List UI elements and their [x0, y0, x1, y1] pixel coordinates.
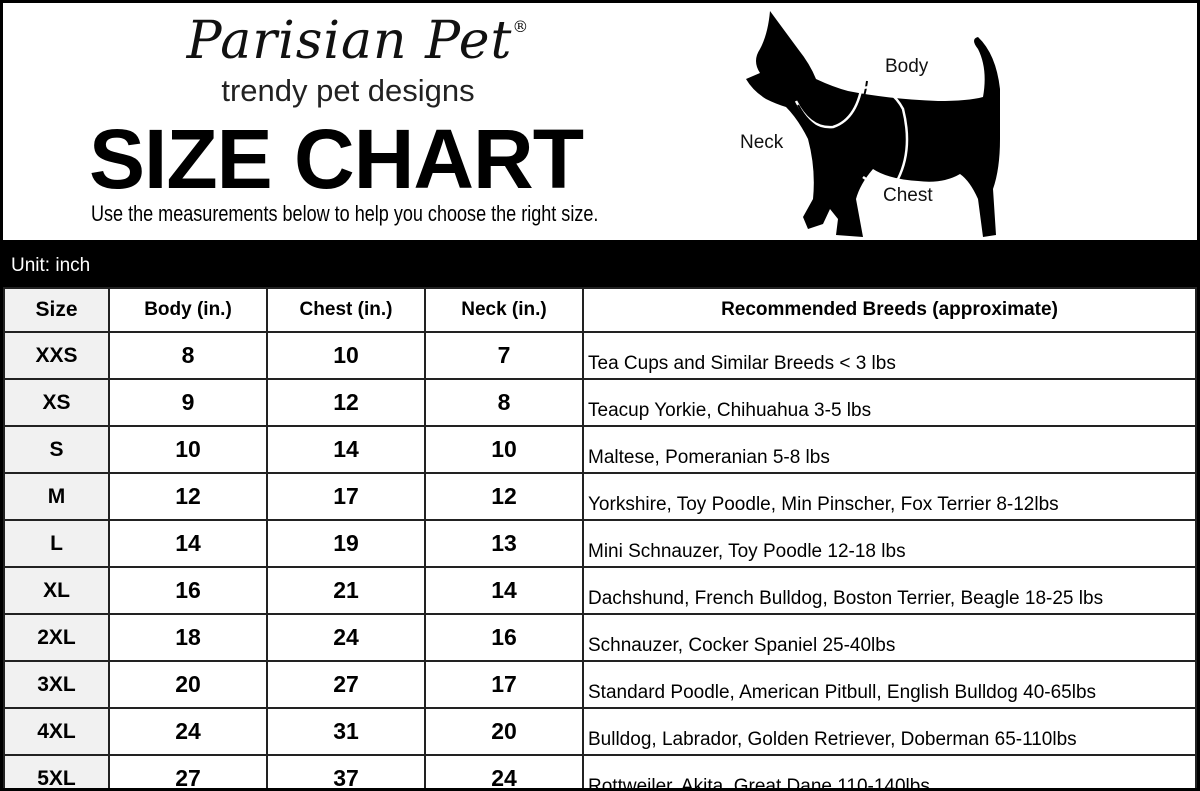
neck-cell: 10 — [424, 425, 584, 474]
chest-cell: 10 — [266, 331, 426, 380]
table-header-row: Size Body (in.) Chest (in.) Neck (in.) R… — [3, 287, 1197, 333]
neck-cell: 24 — [424, 754, 584, 788]
size-cell: XXS — [3, 331, 110, 380]
unit-band — [3, 240, 1197, 287]
table-row: L 14 19 13 Mini Schnauzer, Toy Poodle 12-18 … — [3, 519, 1197, 568]
chest-cell: 31 — [266, 707, 426, 756]
size-cell: 4XL — [3, 707, 110, 756]
size-cell: S — [3, 425, 110, 474]
breed-cell: Standard Poodle, American Pitbull, Engli… — [582, 660, 1197, 709]
table-row: 5XL 27 37 24 Rottweiler, Akita, Great Dane 1… — [3, 754, 1197, 788]
size-cell: L — [3, 519, 110, 568]
table-row: XXS 8 10 7 Tea Cups and Similar Breeds < 3 l… — [3, 331, 1197, 380]
tagline: trendy pet designs — [221, 73, 475, 108]
table-row: XS 9 12 8 Teacup Yorkie, Chihuahua 3-5 lbs — [3, 378, 1197, 427]
body-cell: 9 — [108, 378, 268, 427]
chest-cell: 19 — [266, 519, 426, 568]
body-cell: 27 — [108, 754, 268, 788]
registered-mark: ® — [512, 17, 530, 36]
brand-logo: Parisian Pet® — [168, 11, 548, 71]
body-cell: 8 — [108, 331, 268, 380]
body-cell: 18 — [108, 613, 268, 662]
body-cell: 20 — [108, 660, 268, 709]
table-row: 2XL 18 24 16 Schnauzer, Cocker Spaniel 25-40… — [3, 613, 1197, 662]
size-cell: XL — [3, 566, 110, 615]
breed-cell: Dachshund, French Bulldog, Boston Terrie… — [582, 566, 1197, 615]
chest-cell: 21 — [266, 566, 426, 615]
breed-cell: Bulldog, Labrador, Golden Retriever, Dob… — [582, 707, 1197, 756]
size-cell: 3XL — [3, 660, 110, 709]
chest-cell: 37 — [266, 754, 426, 788]
chest-cell: 12 — [266, 378, 426, 427]
breed-cell: Schnauzer, Cocker Spaniel 25-40lbs — [582, 613, 1197, 662]
body-cell: 16 — [108, 566, 268, 615]
size-cell: 2XL — [3, 613, 110, 662]
chest-cell: 24 — [266, 613, 426, 662]
column-header: Body (in.) — [108, 287, 268, 333]
size-cell: M — [3, 472, 110, 521]
table-row: 4XL 24 31 20 Bulldog, Labrador, Golden Retri… — [3, 707, 1197, 756]
column-header: Recommended Breeds (approximate) — [582, 287, 1197, 333]
body-label: Body — [885, 56, 929, 77]
table-row: M 12 17 12 Yorkshire, Toy Poodle, Min Pinsch… — [3, 472, 1197, 521]
body-cell: 14 — [108, 519, 268, 568]
neck-cell: 13 — [424, 519, 584, 568]
breed-cell: Yorkshire, Toy Poodle, Min Pinscher, Fox… — [582, 472, 1197, 521]
neck-cell: 14 — [424, 566, 584, 615]
chest-label: Chest — [883, 185, 933, 206]
body-cell: 12 — [108, 472, 268, 521]
neck-label: Neck — [740, 132, 784, 153]
brand-name: Parisian Pet — [186, 11, 513, 71]
column-header: Chest (in.) — [266, 287, 426, 333]
chest-cell: 14 — [266, 425, 426, 474]
subtitle: Use the measurements below to help you c… — [91, 201, 599, 226]
column-header: Size — [3, 287, 110, 333]
table-row: 3XL 20 27 17 Standard Poodle, American Pitbu… — [3, 660, 1197, 709]
body-cell: 10 — [108, 425, 268, 474]
neck-cell: 8 — [424, 378, 584, 427]
breed-cell: Rottweiler, Akita, Great Dane 110-140lbs — [582, 754, 1197, 788]
size-cell: XS — [3, 378, 110, 427]
unit-label: Unit: inch — [11, 255, 91, 276]
neck-cell: 7 — [424, 331, 584, 380]
size-cell: 5XL — [3, 754, 110, 788]
neck-cell: 17 — [424, 660, 584, 709]
page-title: SIZE CHART — [89, 112, 584, 206]
breed-cell: Teacup Yorkie, Chihuahua 3-5 lbs — [582, 378, 1197, 427]
body-cell: 24 — [108, 707, 268, 756]
breed-cell: Maltese, Pomeranian 5-8 lbs — [582, 425, 1197, 474]
breed-cell: Tea Cups and Similar Breeds < 3 lbs — [582, 331, 1197, 380]
table-row: XL 16 21 14 Dachshund, French Bulldog, Bosto… — [3, 566, 1197, 615]
neck-cell: 20 — [424, 707, 584, 756]
chest-cell: 27 — [266, 660, 426, 709]
neck-cell: 16 — [424, 613, 584, 662]
neck-cell: 12 — [424, 472, 584, 521]
chest-cell: 17 — [266, 472, 426, 521]
size-table: Size Body (in.) Chest (in.) Neck (in.) R… — [3, 287, 1197, 788]
dog-silhouette-icon — [746, 11, 1000, 237]
column-header: Neck (in.) — [424, 287, 584, 333]
table-row: S 10 14 10 Maltese, Pomeranian 5-8 lbs — [3, 425, 1197, 474]
breed-cell: Mini Schnauzer, Toy Poodle 12-18 lbs — [582, 519, 1197, 568]
